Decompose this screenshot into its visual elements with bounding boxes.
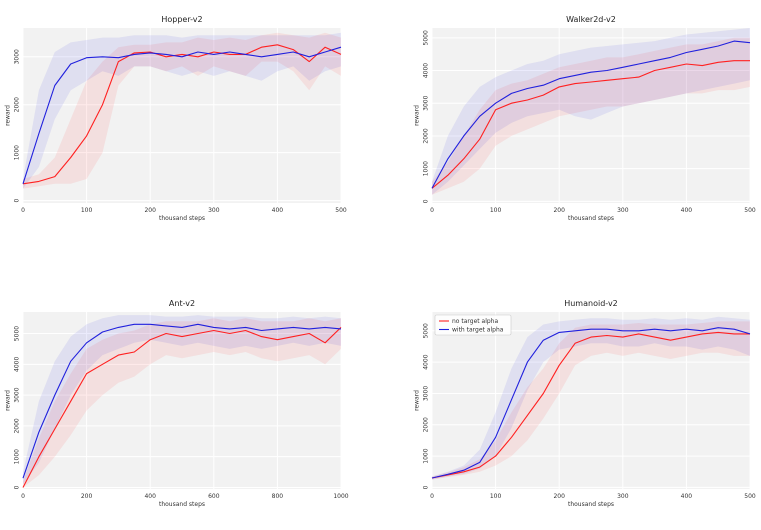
y-tick-label: 4000 xyxy=(423,63,430,78)
y-axis-label: reward xyxy=(5,105,12,126)
y-tick-label: 1000 xyxy=(14,145,21,160)
y-tick-label: 0 xyxy=(14,485,21,489)
series-line-no-target-alpha xyxy=(431,60,750,189)
x-tick-label: 300 xyxy=(208,207,220,214)
x-tick-label: 400 xyxy=(681,493,693,500)
series-line-with-target-alpha xyxy=(431,327,751,479)
x-tick-label: 500 xyxy=(744,493,756,500)
x-tick-label: 400 xyxy=(681,207,693,214)
y-tick-label: 5000 xyxy=(14,326,21,341)
plot-area xyxy=(23,312,341,489)
legend: no target alpha with target alpha xyxy=(434,314,512,336)
chart-walker2d-v2: 0 100 200 300 400 500010002000300040005000Wal… xyxy=(414,15,756,222)
x-tick-label: 500 xyxy=(744,207,756,214)
x-tick-label: 200 xyxy=(553,493,565,500)
y-tick-label: 5000 xyxy=(423,323,430,338)
y-tick-label: 2000 xyxy=(14,97,21,112)
y-tick-label: 2000 xyxy=(423,128,430,143)
y-axis-label: reward xyxy=(414,105,421,126)
x-tick-label: 300 xyxy=(617,207,629,214)
x-tick-label: 400 xyxy=(144,493,156,500)
x-tick-label: 100 xyxy=(81,207,93,214)
band-no-target-alpha xyxy=(432,321,750,480)
y-tick-label: 1000 xyxy=(423,448,430,463)
y-tick-label: 3000 xyxy=(423,95,430,110)
legend-label-no-target-alpha: no target alpha xyxy=(452,318,498,325)
series-line-no-target-alpha xyxy=(22,44,342,185)
y-tick-label: 2000 xyxy=(423,417,430,432)
x-tick-label: 100 xyxy=(490,207,502,214)
band-with-target-alpha xyxy=(23,32,341,189)
band-with-target-alpha xyxy=(432,316,750,480)
y-tick-label: 0 xyxy=(14,199,21,203)
y-tick-label: 3000 xyxy=(423,386,430,401)
series-line-with-target-alpha xyxy=(22,323,342,479)
x-tick-label: 0 xyxy=(21,493,25,500)
y-axis-label: reward xyxy=(5,390,12,411)
chart-ant-v2: 0 200 400 600 800 1000 0 1000 2000 3000 4000 5000 An… xyxy=(5,299,349,508)
y-tick-label: 5000 xyxy=(423,30,430,45)
x-tick-label: 1000 xyxy=(333,493,348,500)
chart-title: Hopper-v2 xyxy=(161,15,202,24)
x-axis-label: thousand steps xyxy=(159,501,205,508)
y-tick-label: 1000 xyxy=(423,161,430,176)
plot-area xyxy=(432,28,750,203)
y-tick-label: 3000 xyxy=(14,49,21,64)
x-axis-label: thousand steps xyxy=(159,215,205,222)
y-tick-label: 0 xyxy=(423,485,430,489)
x-tick-label: 0 xyxy=(21,207,25,214)
series-line-with-target-alpha xyxy=(22,46,342,184)
x-tick-label: 200 xyxy=(553,207,565,214)
y-axis-label: reward xyxy=(414,390,421,411)
x-tick-label: 200 xyxy=(144,207,156,214)
x-tick-label: 200 xyxy=(81,493,93,500)
y-tick-label: 2000 xyxy=(14,418,21,433)
legend-box xyxy=(434,314,512,336)
chart-humanoid-v2: 0 100 200 300 400 500010002000300040005000Hum… xyxy=(414,299,756,508)
x-axis-label: thousand steps xyxy=(568,215,614,222)
chart-hopper-v2: 0 100 200 300 400 500 0 1000 2000 3000 Hopper-v2 th… xyxy=(5,15,347,222)
x-tick-label: 100 xyxy=(490,493,502,500)
chart-title: Walker2d-v2 xyxy=(566,15,616,24)
x-tick-label: 300 xyxy=(617,493,629,500)
band-no-target-alpha xyxy=(23,32,341,189)
band-with-target-alpha xyxy=(432,28,750,195)
x-axis-label: thousand steps xyxy=(568,501,614,508)
x-tick-label: 400 xyxy=(272,207,284,214)
y-tick-label: 1000 xyxy=(14,449,21,464)
band-with-target-alpha xyxy=(23,315,341,485)
series-line-with-target-alpha xyxy=(431,40,751,189)
x-tick-label: 0 xyxy=(430,493,434,500)
chart-title: Ant-v2 xyxy=(169,299,195,308)
x-tick-label: 600 xyxy=(208,493,220,500)
series-line-no-target-alpha xyxy=(22,327,342,488)
band-no-target-alpha xyxy=(23,318,341,488)
chart-title: Humanoid-v2 xyxy=(564,299,618,308)
legend-label-with-target-alpha: with target alpha xyxy=(452,327,504,334)
series-line-no-target-alpha xyxy=(431,331,750,479)
x-tick-label: 0 xyxy=(430,207,434,214)
y-tick-label: 3000 xyxy=(14,387,21,402)
x-tick-label: 800 xyxy=(272,493,284,500)
x-tick-label: 500 xyxy=(335,207,347,214)
band-no-target-alpha xyxy=(432,37,750,195)
y-tick-label: 0 xyxy=(423,199,430,203)
plot-area xyxy=(432,312,750,489)
y-tick-label: 4000 xyxy=(14,357,21,372)
y-tick-label: 4000 xyxy=(423,354,430,369)
